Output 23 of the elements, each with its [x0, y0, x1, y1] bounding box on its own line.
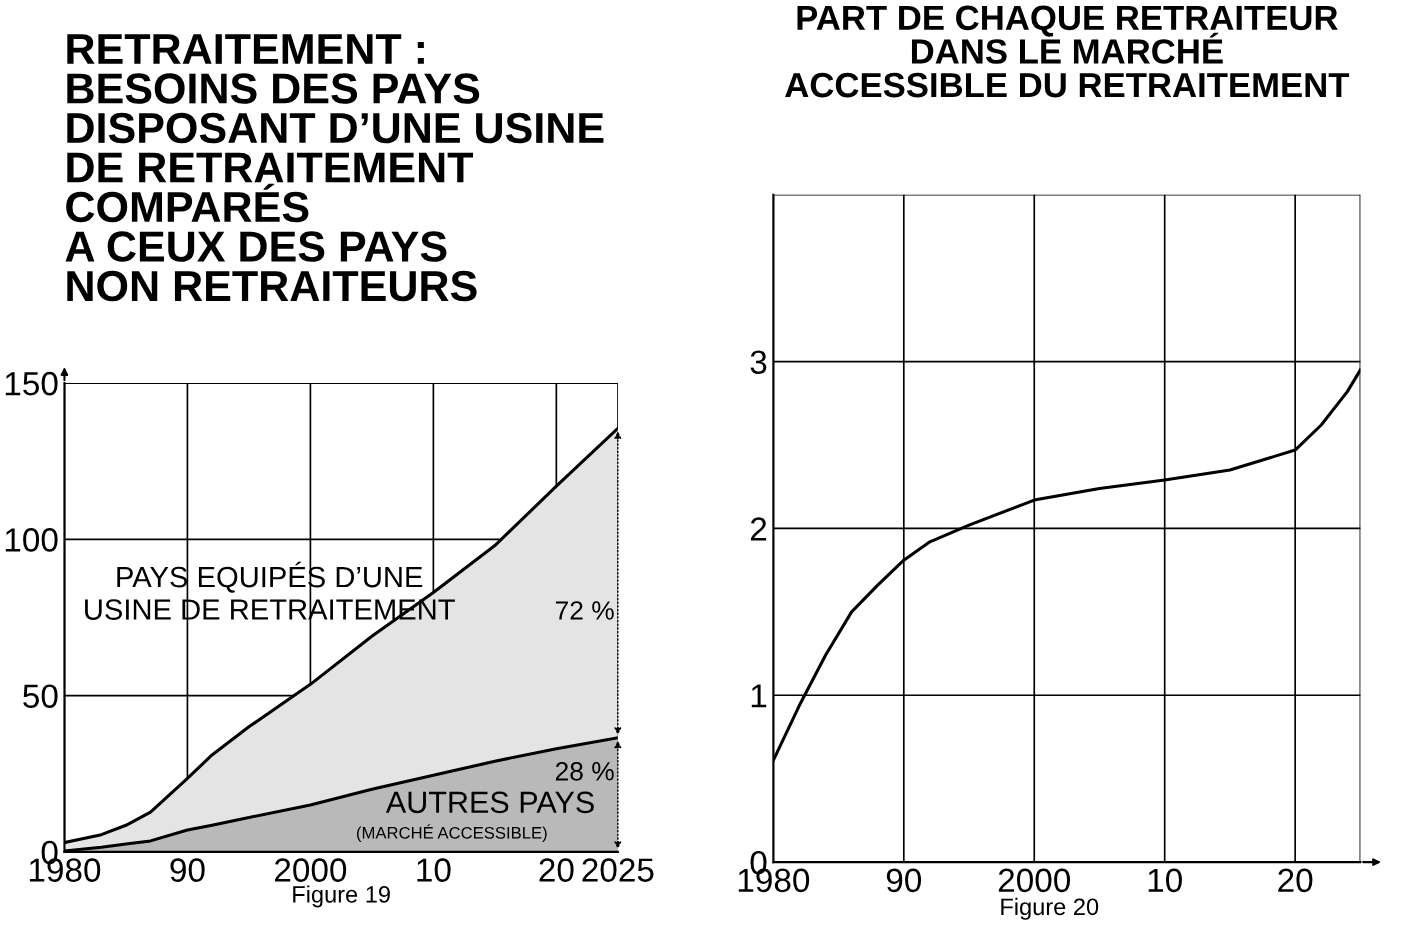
x-tick-label: 2000 [275, 858, 347, 882]
y-tick-label: 150 [5, 371, 58, 396]
annotation: (MARCHÉ ACCESSIBLE) [357, 824, 547, 843]
y-tick-label: 1 [751, 684, 767, 708]
y-tick-label: 3 [750, 350, 767, 375]
x-tick-label: 2000 [998, 868, 1071, 893]
caption: Figure 20 [1001, 897, 1099, 920]
y-tick-label: 50 [23, 684, 58, 708]
x-tick-label: 20 [539, 858, 574, 882]
x-tick-label: 10 [417, 858, 451, 882]
chart-title: PART DE CHAQUE RETRAITEUR DANS LE MARCHÉ ACCESSIBLE DU RETRAITEMENT [785, 5, 1350, 98]
annotation: 28 % [555, 761, 614, 781]
chart-title: RETRAITEMENT : BESOINS DES PAYS DISPOSANT D’UNE USINE DE RETRAITEMENT COMPARÉS A CEUX DES PAYS NON RETRAITEURS [65, 34, 604, 302]
y-tick-label: 100 [5, 528, 58, 552]
x-tick-label: 90 [170, 858, 205, 882]
caption: Figure 19 [293, 885, 390, 908]
y-tick-label: 2 [750, 517, 767, 541]
x-tick-label: 2025 [582, 858, 654, 882]
x-tick-label: 20 [1278, 868, 1313, 893]
annotation: AUTRES PAYS [385, 791, 594, 814]
x-tick-label: 10 [1148, 868, 1182, 893]
annotation: 72 % [555, 601, 614, 620]
x-tick-label: 90 [886, 868, 922, 893]
